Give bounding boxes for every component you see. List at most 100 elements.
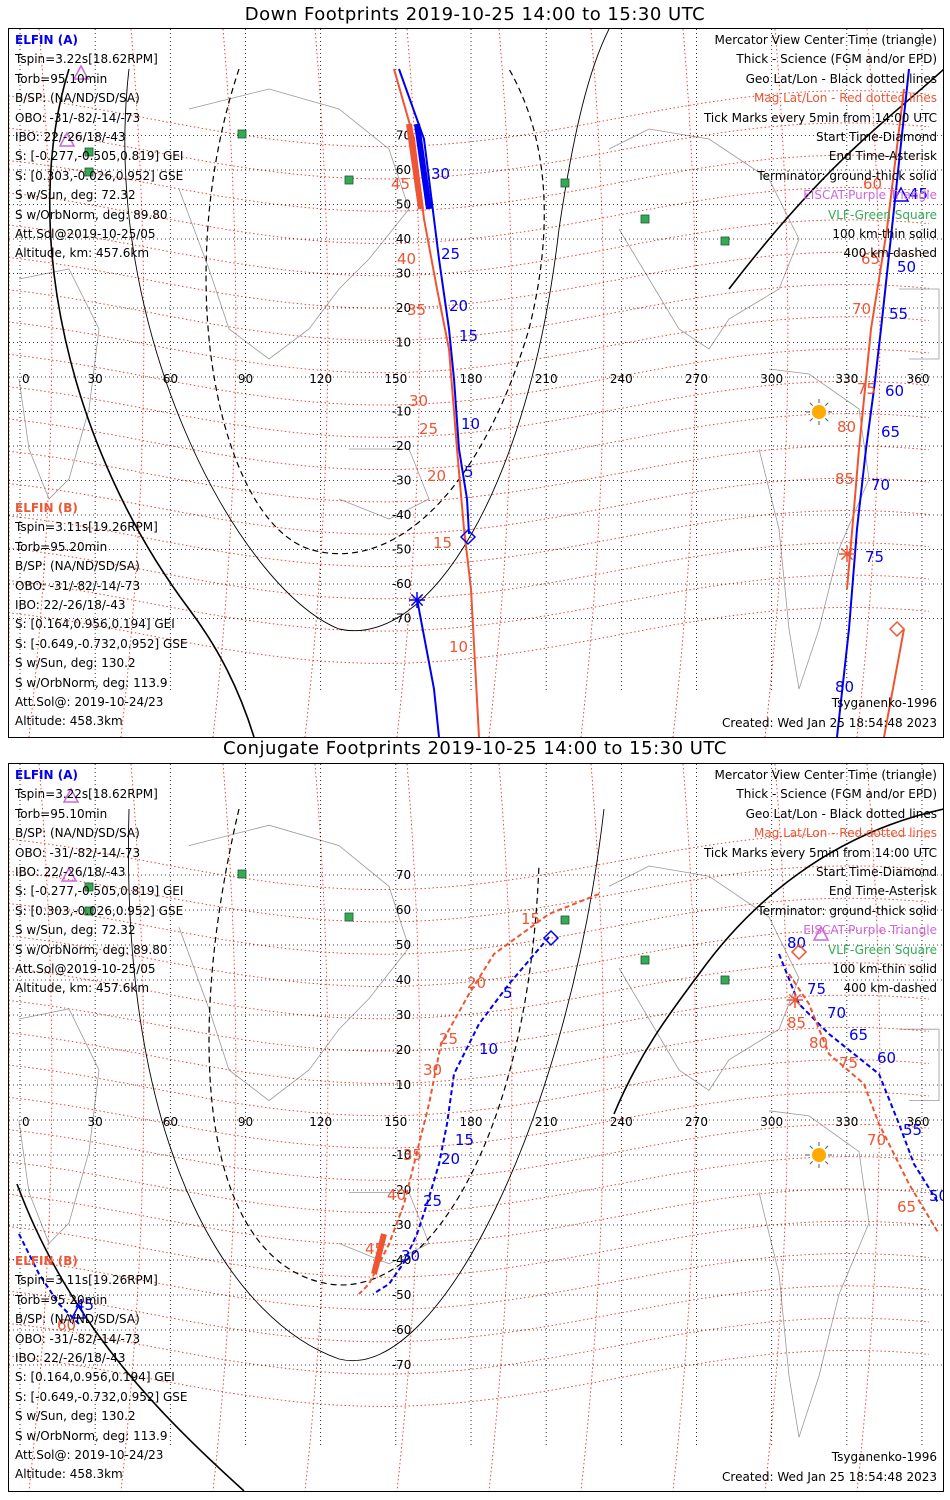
lon-tick-label: 30 xyxy=(88,1115,103,1129)
lat-tick-label: 50 xyxy=(396,198,411,212)
track-time-label: 5 xyxy=(464,463,474,481)
mag-lon-line xyxy=(488,29,513,737)
legend-line: EISCAT-Purple Triangle xyxy=(803,188,937,203)
lon-tick-label: 0 xyxy=(22,372,30,386)
elfin-b-track-2 xyxy=(846,88,905,590)
mag-lon-line xyxy=(488,764,513,1491)
terminator-lines xyxy=(16,808,943,1491)
track-time-label: 75 xyxy=(865,548,884,566)
elfin-a-info-line: B/SP: (NA/ND/SD/SA) xyxy=(15,826,140,841)
track-time-label: 15 xyxy=(433,534,452,552)
elfin-b-info-line: IBO: 22/-26/18/-43 xyxy=(15,1350,126,1365)
track-time-label: 15 xyxy=(521,910,540,928)
track-time-label: 75 xyxy=(839,1054,858,1072)
elfin-b-info: ELFIN (B) Tspin=3.11s[19.26RPM] Torb=95.20… xyxy=(15,1252,188,1485)
elfin-b-info-line: S: [-0.649,-0.732,0.952] GSE xyxy=(15,636,188,651)
elfin-b-track-2-tail xyxy=(883,628,905,737)
landmass-outline xyxy=(899,288,940,360)
elfin-b-info-line: Tspin=3.11s[19.26RPM] xyxy=(15,520,158,535)
elfin-b-info-line: S w/Sun, deg: 130.2 xyxy=(15,1409,136,1424)
elfin-b-info-line: OBO: -31/-82/-14/-73 xyxy=(15,1331,141,1346)
legend-line: 100 km-thin solid xyxy=(832,961,937,976)
elfin-b-info-line: S w/Sun, deg: 130.2 xyxy=(15,656,136,671)
start-diamond-icon xyxy=(888,620,906,638)
legend-line: Geo Lat/Lon - Black dotted lines xyxy=(745,806,937,821)
elfin-b-header: ELFIN (B) xyxy=(15,1254,78,1268)
lat-tick-label: 30 xyxy=(396,1008,411,1022)
lat-tick-label: 60 xyxy=(396,903,411,917)
track-time-label: 65 xyxy=(849,1026,868,1044)
lat-tick-label: 60 xyxy=(396,163,411,177)
elfin-a-info-line: Tspin=3.22s[18.62RPM] xyxy=(15,52,158,67)
legend-line: VLF-Green Square xyxy=(828,207,937,222)
sun-ray xyxy=(809,402,813,406)
elfin-a-info-line: S w/OrbNorm, deg: 89.80 xyxy=(15,942,168,957)
track-time-label: 55 xyxy=(889,305,908,323)
lon-tick-label: 30 xyxy=(88,372,103,386)
mag-lon-line xyxy=(304,764,329,1491)
vlf-station-marker xyxy=(720,236,730,246)
track-time-label: 25 xyxy=(423,1192,442,1210)
elfin-a-info-line: S w/OrbNorm, deg: 89.80 xyxy=(15,207,168,222)
legend-line: Terminator: ground-thick solid xyxy=(757,903,937,918)
legend-line: Geo Lat/Lon - Black dotted lines xyxy=(745,71,937,86)
lat-tick-label: -70 xyxy=(392,612,412,626)
mag-lon-line xyxy=(580,764,605,1491)
legend-line: End Time-Asterisk xyxy=(828,149,937,164)
lat-tick-label: -50 xyxy=(392,543,412,557)
legend-line: Thick - Science (FGM and/or EPD) xyxy=(736,787,937,802)
vlf-station-marker xyxy=(344,175,354,185)
landmass-outline xyxy=(899,1028,940,1102)
lon-tick-label: 90 xyxy=(238,1115,253,1129)
terminator-400km xyxy=(205,68,545,555)
landmass-outline xyxy=(338,448,430,520)
track-time-label: 25 xyxy=(439,1030,458,1048)
asterisk-stroke xyxy=(788,993,802,1007)
track-time-label: 20 xyxy=(467,974,486,992)
track-time-label: 40 xyxy=(387,1186,406,1204)
vlf-station-marker xyxy=(84,906,94,916)
track-time-label: 85 xyxy=(835,470,854,488)
field-model-label: Tsyganenko-1996 xyxy=(831,696,937,711)
legend-line: Mag Lat/Lon - Red dotted lines xyxy=(753,91,937,106)
center-time-triangle-icon xyxy=(892,186,910,202)
lon-tick-label: 0 xyxy=(22,1115,30,1129)
map-footer: Tsyganenko-1996 Created: Wed Jan 25 18:54… xyxy=(722,1450,937,1489)
mag-lon-line xyxy=(856,764,881,1491)
terminator-ground-right xyxy=(613,808,943,1115)
lat-tick-label: 30 xyxy=(396,267,411,281)
geo-grid xyxy=(9,764,943,1446)
elfin-b-info-line: S: [0.164,0.956,0.194] GEI xyxy=(15,1370,175,1385)
elfin-b-info-line: OBO: -31/-82/-14/-73 xyxy=(15,578,141,593)
map-legend: Mercator View Center Time (triangle) Thic… xyxy=(704,766,937,999)
landmass-outline xyxy=(178,824,410,1102)
mag-lon-line xyxy=(672,29,697,737)
elfin-a-info-line: Att.Sol@2019-10-25/05 xyxy=(15,961,156,976)
sun-ray xyxy=(825,402,829,406)
track-time-label: 70 xyxy=(871,476,890,494)
lat-tick-label: -10 xyxy=(392,1148,412,1162)
elfin-b-info-line: B/SP: (NA/ND/SD/SA) xyxy=(15,1312,140,1327)
track-time-label: 60 xyxy=(57,1316,76,1334)
legend-line: VLF-Green Square xyxy=(828,942,937,957)
track-time-label: 80 xyxy=(835,678,854,696)
elfin-a-info-line: S w/Sun, deg: 72.32 xyxy=(15,923,136,938)
elfin-a-info-line: S: [-0.277,-0.505,0.819] GEI xyxy=(15,884,184,899)
sun-icon xyxy=(806,399,832,425)
mag-lat-line xyxy=(9,316,930,375)
track-time-label: 75 xyxy=(857,380,876,398)
elfin-b-info-line: S: [-0.649,-0.732,0.952] GSE xyxy=(15,1389,188,1404)
lon-tick-label: 180 xyxy=(460,372,483,386)
elfin-b-info: ELFIN (B) Tspin=3.11s[19.26RPM] Torb=95.20… xyxy=(15,499,188,732)
lon-tick-label: 240 xyxy=(610,372,633,386)
start-diamond-icon xyxy=(459,528,477,546)
elfin-b-conjugate-track-2 xyxy=(788,973,940,1235)
elfin-b-conjugate-track xyxy=(358,893,600,1295)
mag-lon-line xyxy=(580,29,605,737)
lon-tick-label: 210 xyxy=(535,1115,558,1129)
elfin-a-info-line: Altitude, km: 457.6km xyxy=(15,246,150,261)
sun-icon xyxy=(806,1142,832,1168)
track-time-label: 45 xyxy=(391,175,410,193)
elfin-b-info-line: Altitude: 458.3km xyxy=(15,714,123,729)
legend-line: EISCAT-Purple Triangle xyxy=(803,923,937,938)
